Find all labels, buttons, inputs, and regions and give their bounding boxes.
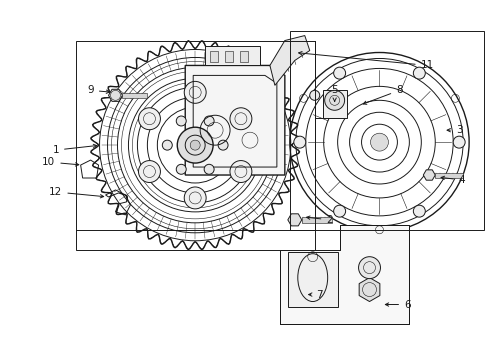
Polygon shape (269, 36, 309, 85)
Bar (287, 252, 337, 306)
Circle shape (358, 257, 380, 279)
Text: 11: 11 (298, 51, 433, 71)
Circle shape (452, 136, 464, 148)
Circle shape (203, 116, 214, 126)
Bar (224, 50, 233, 62)
Polygon shape (423, 170, 434, 180)
Circle shape (333, 67, 345, 79)
Circle shape (218, 140, 227, 150)
Circle shape (176, 164, 186, 174)
Circle shape (184, 187, 206, 209)
Circle shape (333, 205, 345, 217)
Polygon shape (185, 66, 285, 175)
Text: 1: 1 (52, 144, 97, 155)
Text: 2: 2 (306, 215, 332, 225)
Circle shape (229, 161, 251, 183)
Circle shape (309, 90, 319, 100)
Bar (289, 31, 483, 230)
Circle shape (370, 133, 387, 151)
Circle shape (162, 140, 172, 150)
Text: 10: 10 (42, 157, 79, 167)
Circle shape (203, 164, 214, 174)
Text: 6: 6 (385, 300, 410, 310)
Circle shape (324, 90, 344, 110)
Text: 5: 5 (331, 85, 337, 102)
Text: 3: 3 (446, 125, 462, 135)
Circle shape (177, 127, 213, 163)
Circle shape (190, 140, 200, 150)
Polygon shape (358, 278, 379, 302)
Bar (434, 172, 462, 177)
Text: 7: 7 (308, 289, 323, 300)
Bar (210, 50, 218, 62)
Bar (240, 50, 247, 62)
Text: 9: 9 (87, 85, 109, 95)
Circle shape (138, 108, 160, 130)
Text: 4: 4 (440, 175, 465, 185)
Circle shape (293, 136, 305, 148)
Circle shape (184, 81, 206, 103)
Text: 8: 8 (363, 85, 402, 104)
Bar (301, 217, 331, 223)
Text: 12: 12 (49, 187, 103, 198)
Circle shape (412, 67, 425, 79)
Polygon shape (108, 89, 122, 102)
Circle shape (412, 205, 425, 217)
Bar (322, 90, 346, 118)
Circle shape (229, 108, 251, 130)
Polygon shape (279, 225, 408, 324)
Bar (205, 45, 260, 66)
Bar (76, 41, 314, 250)
Bar (122, 93, 147, 98)
Polygon shape (287, 214, 301, 226)
Circle shape (138, 161, 160, 183)
Circle shape (176, 116, 186, 126)
